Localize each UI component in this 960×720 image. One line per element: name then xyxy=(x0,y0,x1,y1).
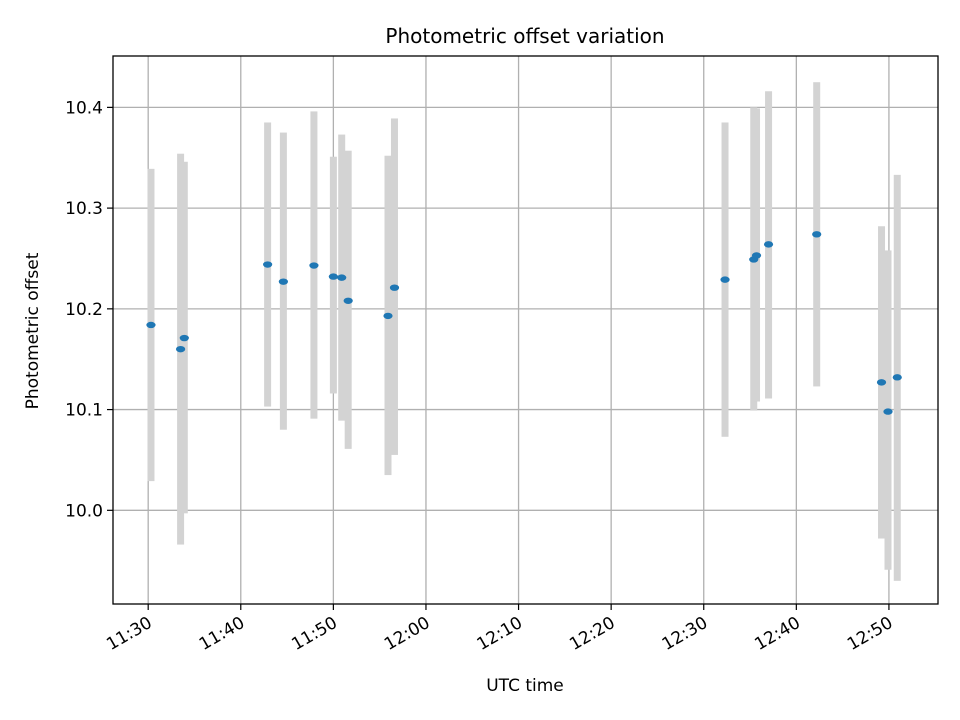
data-point xyxy=(876,379,887,386)
y-tick-label: 10.4 xyxy=(65,98,103,118)
plot-frame xyxy=(112,55,939,605)
x-tick-label: 12:50 xyxy=(844,613,896,655)
data-point xyxy=(751,252,762,259)
y-tick-label: 10.2 xyxy=(65,300,103,320)
x-tick-label: 12:10 xyxy=(474,613,526,655)
data-point xyxy=(309,262,319,269)
x-tick-label: 11:40 xyxy=(196,613,248,655)
x-tick-label: 11:30 xyxy=(103,613,155,655)
data-point xyxy=(892,374,902,381)
data-point xyxy=(263,261,273,268)
data-point xyxy=(175,345,186,353)
data-point xyxy=(328,273,338,280)
y-tick-label: 10.0 xyxy=(65,501,103,521)
data-point xyxy=(383,312,393,320)
grid-layer xyxy=(113,56,938,604)
data-point xyxy=(146,321,156,329)
data-point xyxy=(337,274,347,281)
data-point xyxy=(389,284,400,291)
x-tick-label: 12:20 xyxy=(566,613,618,655)
y-axis-label: Photometric offset xyxy=(23,252,43,409)
data-point xyxy=(763,241,774,248)
data-point xyxy=(179,334,189,342)
data-point xyxy=(883,408,893,415)
x-tick-label: 12:00 xyxy=(381,613,433,655)
x-axis-label: UTC time xyxy=(486,676,564,696)
y-tick-label: 10.3 xyxy=(65,199,103,219)
data-point xyxy=(812,231,822,238)
y-tick-label: 10.1 xyxy=(65,401,103,421)
marker-layer xyxy=(146,231,902,415)
x-tick-label: 12:40 xyxy=(751,613,803,655)
chart-title: Photometric offset variation xyxy=(385,24,664,48)
data-point xyxy=(720,276,730,283)
data-point xyxy=(278,278,288,285)
x-tick-label: 12:30 xyxy=(659,613,711,655)
errorbar-layer xyxy=(147,82,901,581)
data-point xyxy=(343,297,353,304)
x-tick-label: 11:50 xyxy=(288,613,340,655)
